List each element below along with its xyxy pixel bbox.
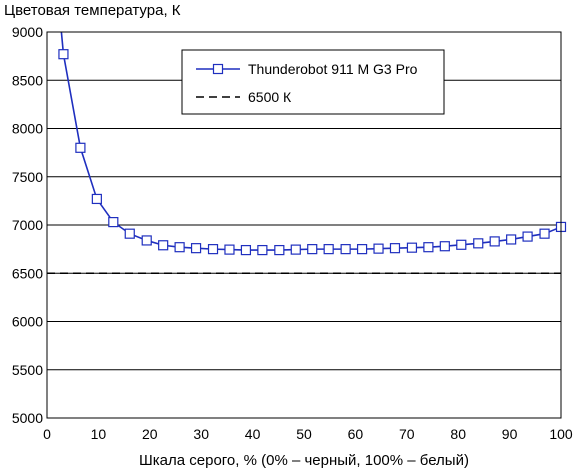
- x-axis-tick-labels: 0 10 20 30 40 50 60 70 80 90 100: [43, 426, 573, 442]
- data-point: [207, 244, 219, 255]
- data-point: [539, 228, 550, 239]
- data-point: [174, 242, 185, 253]
- data-point: [323, 244, 334, 255]
- x-tick-label: 90: [502, 426, 518, 442]
- x-tick-label: 60: [348, 426, 364, 442]
- x-tick-label: 40: [245, 426, 261, 442]
- data-point: [58, 49, 69, 60]
- data-point: [373, 243, 384, 254]
- x-tick-label: 70: [399, 426, 415, 442]
- data-point: [423, 242, 434, 253]
- data-point: [290, 244, 301, 255]
- x-tick-label: 80: [450, 426, 466, 442]
- data-point: [456, 239, 467, 250]
- series-layer: [47, 31, 567, 274]
- data-point: [75, 142, 86, 153]
- y-tick-label: 5000: [12, 410, 43, 426]
- x-tick-label: 100: [549, 426, 573, 442]
- y-tick-label: 6000: [12, 314, 43, 330]
- data-point: [340, 244, 351, 255]
- x-tick-label: 10: [91, 426, 107, 442]
- legend-box: [181, 49, 445, 115]
- data-point: [124, 228, 135, 239]
- legend: Thunderobot 911 M G3 Pro 6500 К: [181, 49, 445, 115]
- data-point: [274, 244, 285, 256]
- data-point: [506, 234, 517, 245]
- data-point: [439, 241, 450, 252]
- y-tick-label: 8500: [12, 72, 43, 88]
- data-point: [406, 242, 418, 253]
- data-point: [389, 243, 401, 254]
- y-axis-tick-labels: 5000 5500 6000 6500 7000 7500 8000 8500 9000: [12, 24, 43, 426]
- legend-label-thunderobot: Thunderobot 911 M G3 Pro: [248, 61, 418, 77]
- data-point: [240, 244, 252, 256]
- data-point: [190, 243, 202, 254]
- x-tick-label: 30: [193, 426, 209, 442]
- chart-title: Цветовая температура, К: [4, 2, 181, 19]
- y-tick-label: 9000: [12, 24, 43, 40]
- data-point: [108, 217, 119, 228]
- y-tick-label: 8000: [12, 121, 43, 137]
- legend-label-6500k: 6500 К: [248, 89, 292, 105]
- y-tick-label: 7500: [12, 169, 43, 185]
- y-tick-label: 6500: [12, 265, 43, 281]
- data-point: [158, 240, 169, 251]
- legend-marker-thunderobot: [212, 63, 224, 75]
- data-point: [257, 244, 268, 256]
- data-point: [489, 236, 500, 247]
- y-tick-label: 7000: [12, 217, 43, 233]
- x-tick-label: 20: [142, 426, 158, 442]
- data-point: [91, 193, 102, 205]
- data-point: [307, 244, 318, 255]
- data-point: [356, 244, 368, 255]
- plot-frame: [46, 31, 562, 419]
- data-point: [522, 231, 533, 242]
- y-tick-label: 5500: [12, 362, 43, 378]
- x-tick-label: 0: [43, 426, 51, 442]
- data-point: [141, 235, 152, 246]
- x-tick-label: 50: [296, 426, 312, 442]
- data-point: [473, 238, 484, 249]
- x-axis-label: Шкала серого, % (0% – черный, 100% – бел…: [139, 452, 469, 469]
- data-point: [224, 244, 235, 255]
